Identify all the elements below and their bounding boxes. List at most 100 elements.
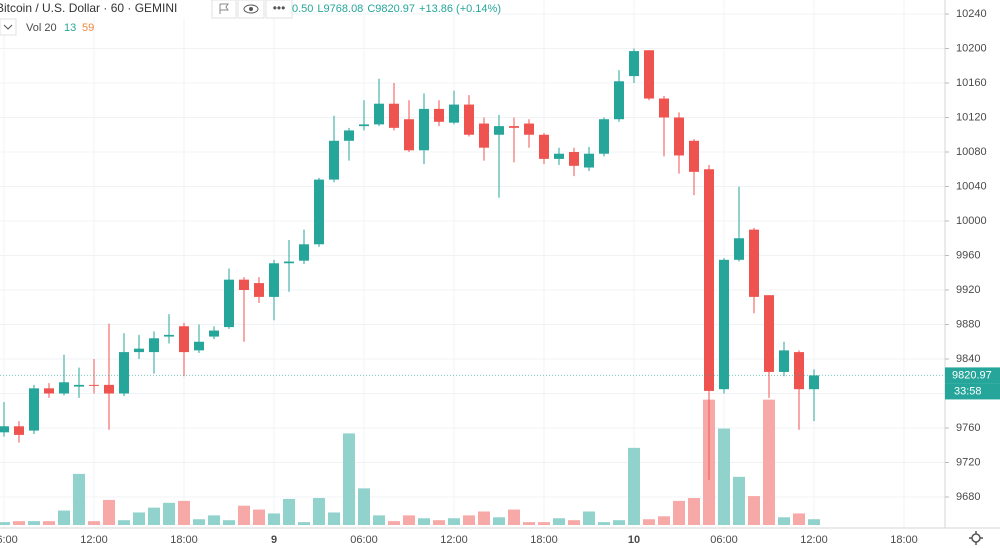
- candle-body: [44, 388, 54, 394]
- candle-body: [554, 153, 564, 159]
- volume-bar: [568, 520, 580, 525]
- y-tick-label: 10040: [956, 180, 987, 192]
- candle-body: [404, 119, 414, 151]
- candle-body: [164, 334, 174, 337]
- candle-body: [179, 326, 189, 353]
- y-tick-label: 9720: [956, 456, 980, 468]
- volume-bar: [718, 428, 730, 525]
- volume-bar: [88, 521, 100, 525]
- volume-bar: [493, 517, 505, 525]
- y-tick-label: 9840: [956, 353, 980, 365]
- x-tick-label: 12:00: [440, 534, 468, 546]
- candle-body: [704, 169, 714, 391]
- volume-bar: [403, 515, 415, 525]
- volume-bar: [58, 510, 70, 525]
- volume-bar: [238, 505, 250, 525]
- x-tick-label: 9: [271, 534, 277, 546]
- volume-bar: [673, 500, 685, 525]
- candle-body: [254, 283, 264, 297]
- volume-bar: [433, 520, 445, 525]
- candle-body: [299, 244, 309, 261]
- y-tick-label: 9920: [956, 284, 980, 296]
- candle-body: [374, 103, 384, 125]
- volume-label: Vol 20: [26, 22, 57, 34]
- readout-item: +13.86 (+0.14%): [419, 3, 501, 15]
- candle-body: [749, 229, 759, 297]
- candle-body: [104, 384, 114, 394]
- candle-body: [149, 338, 159, 353]
- collapse-button[interactable]: [0, 18, 17, 36]
- candle-body: [539, 134, 549, 159]
- candle-body: [614, 81, 624, 120]
- candle-body: [809, 375, 819, 390]
- more-icon: •••: [273, 1, 286, 15]
- candle-body: [629, 51, 639, 77]
- candle-body: [524, 123, 534, 135]
- y-tick-label: 10200: [956, 42, 987, 54]
- candle-body: [719, 259, 729, 390]
- y-tick-label: 9880: [956, 318, 980, 330]
- y-tick-label: 9760: [956, 422, 980, 434]
- candle-body: [734, 238, 744, 260]
- volume-bar: [748, 496, 760, 525]
- volume-bar: [253, 509, 265, 525]
- candle-body: [119, 352, 129, 394]
- volume-bar: [298, 522, 310, 525]
- candle-body: [479, 123, 489, 148]
- volume-bar: [13, 521, 25, 525]
- volume-bar: [508, 509, 520, 525]
- candle-body: [419, 108, 429, 151]
- candle-body: [0, 426, 9, 433]
- volume-bar: [763, 399, 775, 525]
- volume-bar: [463, 515, 475, 525]
- collapse-icon: [3, 24, 13, 30]
- ohlc-readout: 0.50 L9768.08 C9820.97 +13.86 (+0.14%): [292, 3, 501, 15]
- candle-body: [344, 130, 354, 141]
- candle-body: [314, 179, 324, 245]
- volume-bar: [643, 519, 655, 525]
- candle-body: [434, 108, 444, 122]
- x-tick-label: 12:00: [800, 534, 828, 546]
- y-tick-label: 10080: [956, 146, 987, 158]
- volume-bar: [358, 488, 370, 525]
- candle-body: [194, 341, 204, 351]
- volume-bar: [163, 502, 175, 525]
- x-tick-label: 18:00: [890, 534, 918, 546]
- candle-body: [329, 140, 339, 180]
- eye-pupil: [249, 7, 253, 11]
- volume-bar: [178, 500, 190, 525]
- candle-body: [134, 348, 144, 353]
- candles: [0, 48, 819, 480]
- volume-bar: [418, 518, 430, 525]
- symbol-box: [0, 0, 210, 18]
- volume-bar: [733, 476, 745, 525]
- flag-button[interactable]: [211, 0, 237, 19]
- candle-body: [14, 426, 24, 435]
- candle-body: [29, 388, 39, 431]
- countdown-label: 33:58: [954, 385, 982, 397]
- gear-teeth: [969, 531, 983, 545]
- volume-bar: [148, 507, 160, 525]
- candle-body: [464, 104, 474, 135]
- volume-bar: [598, 522, 610, 525]
- y-tick-label: 9680: [956, 491, 980, 503]
- y-tick-label: 10240: [956, 8, 987, 20]
- y-tick-label: 10120: [956, 111, 987, 123]
- candle-body: [659, 98, 669, 118]
- x-tick-label: 18:00: [530, 534, 558, 546]
- volume-ma: 13: [64, 22, 76, 34]
- more-button[interactable]: [265, 0, 293, 19]
- candle-body: [794, 352, 804, 390]
- volume-bar: [343, 433, 355, 525]
- volume-pane: [0, 399, 820, 525]
- candle-body: [89, 384, 99, 386]
- countdown-box: [945, 383, 1000, 400]
- volume-bar: [133, 512, 145, 525]
- volume-bar: [478, 511, 490, 525]
- volume-bar: [0, 522, 10, 525]
- x-tick-label: 06:00: [350, 534, 378, 546]
- x-tick-label: 06:00: [710, 534, 738, 546]
- volume-bar: [313, 498, 325, 525]
- candle-body: [674, 117, 684, 156]
- settings[interactable]: [969, 531, 983, 545]
